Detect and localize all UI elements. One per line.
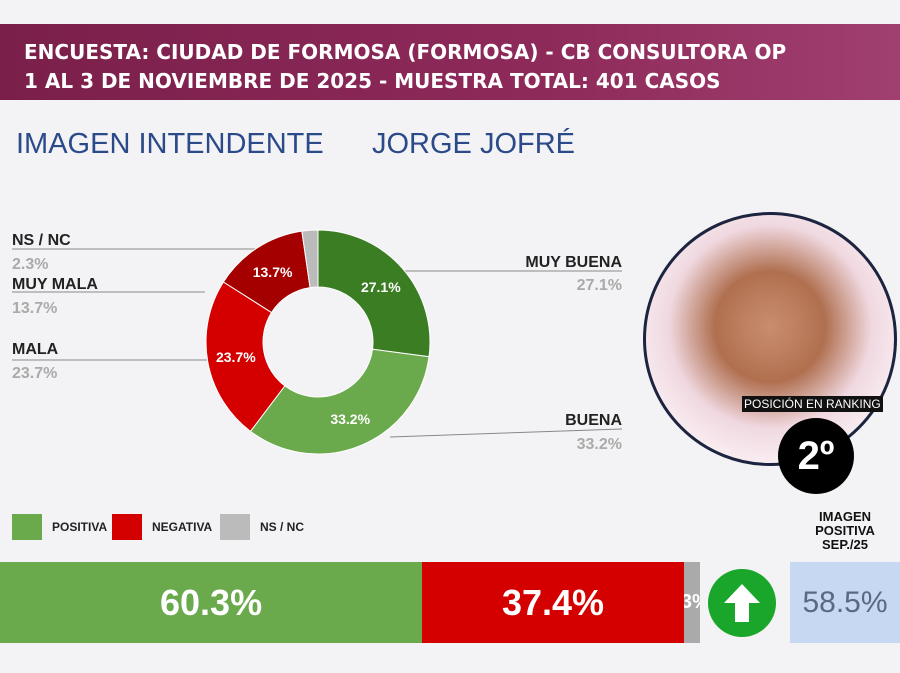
legend-swatch xyxy=(112,514,142,540)
donut-slice-buena xyxy=(249,348,430,455)
header-line2: 1 AL 3 DE NOVIEMBRE DE 2025 - MUESTRA TO… xyxy=(24,69,721,93)
legend-negativa: NEGATIVA xyxy=(112,514,212,540)
previous-label-line: SEP./25 xyxy=(821,537,869,552)
bar-data-label: 60.3% xyxy=(160,581,263,623)
pct-mala: 23.7% xyxy=(12,365,58,382)
label-buena: BUENA xyxy=(565,412,622,429)
donut-data-label: 33.2% xyxy=(330,411,370,427)
previous-value: 58.5% xyxy=(790,562,900,643)
legend-label: NEGATIVA xyxy=(152,520,213,534)
bar-segment-positiva: 60.3% xyxy=(0,562,423,643)
bar-data-label: 2.3% xyxy=(683,591,700,613)
bar-segment-negativa: 37.4% xyxy=(422,562,684,643)
legend-positiva: POSITIVA xyxy=(12,514,107,540)
legend-label: NS / NC xyxy=(260,520,305,534)
pct-muy-buena: 27.1% xyxy=(576,277,622,294)
legend-label: POSITIVA xyxy=(52,520,108,534)
label-mala: MALA xyxy=(12,341,59,358)
donut-data-label: 27.1% xyxy=(361,279,401,295)
previous-label: IMAGEN POSITIVA SEP./25 xyxy=(790,510,900,552)
pct-buena: 33.2% xyxy=(576,436,622,453)
label-muy-buena: MUY BUENA xyxy=(525,254,622,271)
pct-ns-nc: 2.3% xyxy=(12,256,49,273)
leader-line xyxy=(389,428,623,438)
subtitle-left: IMAGEN INTENDENTE xyxy=(16,128,324,160)
header-line1: ENCUESTA: CIUDAD DE FORMOSA (FORMOSA) - … xyxy=(24,40,787,64)
ranking-badge: 2º xyxy=(778,418,854,494)
label-ns-nc: NS / NC xyxy=(12,232,71,249)
bar-segment-ns-nc: 2.3% xyxy=(683,562,700,643)
previous-label-line: POSITIVA xyxy=(815,523,875,538)
bar-data-label: 37.4% xyxy=(501,581,605,623)
donut-data-label: 23.7% xyxy=(216,349,256,365)
ranking-label: POSICIÓN EN RANKING xyxy=(742,396,883,412)
previous-label-line: IMAGEN xyxy=(819,509,871,524)
subtitle-right: JORGE JOFRÉ xyxy=(372,128,576,160)
donut-slice-muy-buena xyxy=(317,229,431,358)
legend-swatch xyxy=(12,514,42,540)
legend-swatch xyxy=(220,514,250,540)
donut-slice-mala xyxy=(205,281,286,433)
header-banner: ENCUESTA: CIUDAD DE FORMOSA (FORMOSA) - … xyxy=(0,24,900,100)
arrow-up-icon xyxy=(708,569,776,637)
pct-muy-mala: 13.7% xyxy=(12,300,58,317)
donut-slice-ns-nc xyxy=(301,229,319,289)
donut-data-label: 13.7% xyxy=(253,264,293,280)
candidate-photo xyxy=(643,212,897,466)
legend-ns-nc: NS / NC xyxy=(220,514,304,540)
label-muy-mala: MUY MALA xyxy=(12,276,98,293)
